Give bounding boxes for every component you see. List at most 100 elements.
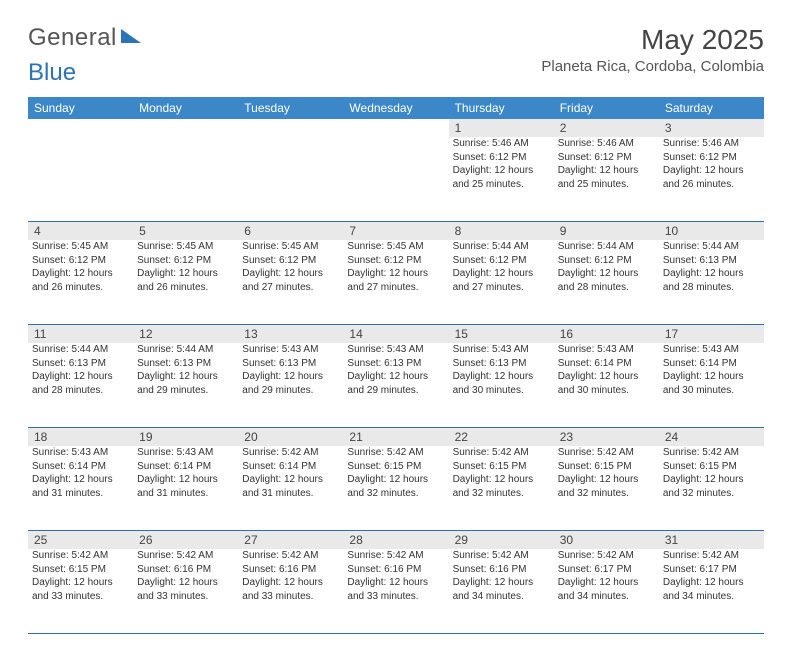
sunrise-text: Sunrise: 5:43 AM: [137, 446, 234, 460]
weekday-saturday: Saturday: [659, 97, 764, 119]
day-cell: Sunrise: 5:42 AMSunset: 6:16 PMDaylight:…: [238, 549, 343, 633]
sunset-text: Sunset: 6:15 PM: [558, 460, 655, 474]
sunset-text: Sunset: 6:15 PM: [453, 460, 550, 474]
sunrise-text: Sunrise: 5:42 AM: [558, 549, 655, 563]
day-cell: [133, 137, 238, 221]
sunrise-text: Sunrise: 5:42 AM: [453, 446, 550, 460]
calendar: Sunday Monday Tuesday Wednesday Thursday…: [28, 97, 764, 634]
day-number-cell: 7: [343, 222, 448, 240]
daylight-text: Daylight: 12 hours: [32, 576, 129, 590]
daynum-row: 25262728293031: [28, 531, 764, 549]
month-title: May 2025: [541, 24, 764, 56]
week-row: Sunrise: 5:44 AMSunset: 6:13 PMDaylight:…: [28, 343, 764, 428]
sunrise-text: Sunrise: 5:44 AM: [558, 240, 655, 254]
daylight-text: Daylight: 12 hours: [558, 576, 655, 590]
day-cell: Sunrise: 5:42 AMSunset: 6:16 PMDaylight:…: [133, 549, 238, 633]
day-cell: Sunrise: 5:44 AMSunset: 6:12 PMDaylight:…: [554, 240, 659, 324]
day-number-cell: 20: [238, 428, 343, 446]
sunset-text: Sunset: 6:15 PM: [663, 460, 760, 474]
daylight-text: Daylight: 12 hours: [663, 267, 760, 281]
day-cell: Sunrise: 5:45 AMSunset: 6:12 PMDaylight:…: [133, 240, 238, 324]
daylight-text: and 26 minutes.: [32, 281, 129, 295]
sunrise-text: Sunrise: 5:44 AM: [663, 240, 760, 254]
sunset-text: Sunset: 6:12 PM: [242, 254, 339, 268]
daylight-text: and 33 minutes.: [347, 590, 444, 604]
daylight-text: and 26 minutes.: [663, 178, 760, 192]
day-cell: Sunrise: 5:44 AMSunset: 6:13 PMDaylight:…: [659, 240, 764, 324]
daylight-text: and 31 minutes.: [32, 487, 129, 501]
day-number-cell: 19: [133, 428, 238, 446]
daylight-text: Daylight: 12 hours: [32, 267, 129, 281]
daynum-row: 11121314151617: [28, 325, 764, 343]
day-cell: Sunrise: 5:42 AMSunset: 6:16 PMDaylight:…: [449, 549, 554, 633]
sunrise-text: Sunrise: 5:42 AM: [137, 549, 234, 563]
sunrise-text: Sunrise: 5:45 AM: [242, 240, 339, 254]
daylight-text: and 26 minutes.: [137, 281, 234, 295]
day-number-cell: 30: [554, 531, 659, 549]
sunset-text: Sunset: 6:15 PM: [32, 563, 129, 577]
week-row: Sunrise: 5:46 AMSunset: 6:12 PMDaylight:…: [28, 137, 764, 222]
calendar-grid: 123Sunrise: 5:46 AMSunset: 6:12 PMDaylig…: [28, 119, 764, 634]
day-cell: Sunrise: 5:42 AMSunset: 6:15 PMDaylight:…: [554, 446, 659, 530]
sunset-text: Sunset: 6:12 PM: [663, 151, 760, 165]
daynum-row: 123: [28, 119, 764, 137]
daylight-text: and 34 minutes.: [453, 590, 550, 604]
day-cell: Sunrise: 5:45 AMSunset: 6:12 PMDaylight:…: [238, 240, 343, 324]
sunset-text: Sunset: 6:15 PM: [347, 460, 444, 474]
day-number-cell: 17: [659, 325, 764, 343]
title-block: May 2025 Planeta Rica, Cordoba, Colombia: [541, 24, 764, 75]
week-row: Sunrise: 5:45 AMSunset: 6:12 PMDaylight:…: [28, 240, 764, 325]
sunrise-text: Sunrise: 5:45 AM: [347, 240, 444, 254]
day-number-cell: 18: [28, 428, 133, 446]
logo-word2: Blue: [28, 59, 76, 86]
sunrise-text: Sunrise: 5:45 AM: [32, 240, 129, 254]
day-number-cell: 8: [449, 222, 554, 240]
sunset-text: Sunset: 6:12 PM: [453, 151, 550, 165]
daylight-text: and 28 minutes.: [663, 281, 760, 295]
sunrise-text: Sunrise: 5:43 AM: [663, 343, 760, 357]
daylight-text: Daylight: 12 hours: [137, 473, 234, 487]
sunset-text: Sunset: 6:16 PM: [347, 563, 444, 577]
daylight-text: and 28 minutes.: [32, 384, 129, 398]
logo-triangle-icon: [121, 29, 141, 43]
sunrise-text: Sunrise: 5:43 AM: [32, 446, 129, 460]
sunrise-text: Sunrise: 5:44 AM: [32, 343, 129, 357]
daylight-text: and 27 minutes.: [453, 281, 550, 295]
sunrise-text: Sunrise: 5:42 AM: [663, 549, 760, 563]
sunrise-text: Sunrise: 5:42 AM: [242, 446, 339, 460]
daylight-text: and 29 minutes.: [242, 384, 339, 398]
day-number-cell: 1: [449, 119, 554, 137]
sunrise-text: Sunrise: 5:43 AM: [558, 343, 655, 357]
day-number-cell: 12: [133, 325, 238, 343]
sunrise-text: Sunrise: 5:42 AM: [453, 549, 550, 563]
sunrise-text: Sunrise: 5:44 AM: [137, 343, 234, 357]
sunrise-text: Sunrise: 5:46 AM: [663, 137, 760, 151]
location-text: Planeta Rica, Cordoba, Colombia: [541, 58, 764, 75]
day-cell: Sunrise: 5:42 AMSunset: 6:17 PMDaylight:…: [659, 549, 764, 633]
daylight-text: and 30 minutes.: [558, 384, 655, 398]
daylight-text: and 27 minutes.: [347, 281, 444, 295]
daylight-text: Daylight: 12 hours: [558, 164, 655, 178]
daylight-text: and 29 minutes.: [347, 384, 444, 398]
day-number-cell: 15: [449, 325, 554, 343]
weekday-sunday: Sunday: [28, 97, 133, 119]
day-number-cell: [133, 119, 238, 137]
daylight-text: Daylight: 12 hours: [32, 370, 129, 384]
day-number-cell: 6: [238, 222, 343, 240]
daylight-text: and 33 minutes.: [32, 590, 129, 604]
day-number-cell: 22: [449, 428, 554, 446]
week-row: Sunrise: 5:42 AMSunset: 6:15 PMDaylight:…: [28, 549, 764, 634]
weekday-monday: Monday: [133, 97, 238, 119]
day-cell: Sunrise: 5:45 AMSunset: 6:12 PMDaylight:…: [28, 240, 133, 324]
sunset-text: Sunset: 6:14 PM: [137, 460, 234, 474]
day-cell: Sunrise: 5:43 AMSunset: 6:13 PMDaylight:…: [343, 343, 448, 427]
sunrise-text: Sunrise: 5:46 AM: [453, 137, 550, 151]
logo: General: [28, 24, 143, 52]
daylight-text: and 32 minutes.: [347, 487, 444, 501]
day-cell: [28, 137, 133, 221]
day-cell: Sunrise: 5:44 AMSunset: 6:13 PMDaylight:…: [28, 343, 133, 427]
sunset-text: Sunset: 6:17 PM: [663, 563, 760, 577]
daylight-text: and 33 minutes.: [242, 590, 339, 604]
day-number-cell: 4: [28, 222, 133, 240]
daylight-text: and 25 minutes.: [453, 178, 550, 192]
